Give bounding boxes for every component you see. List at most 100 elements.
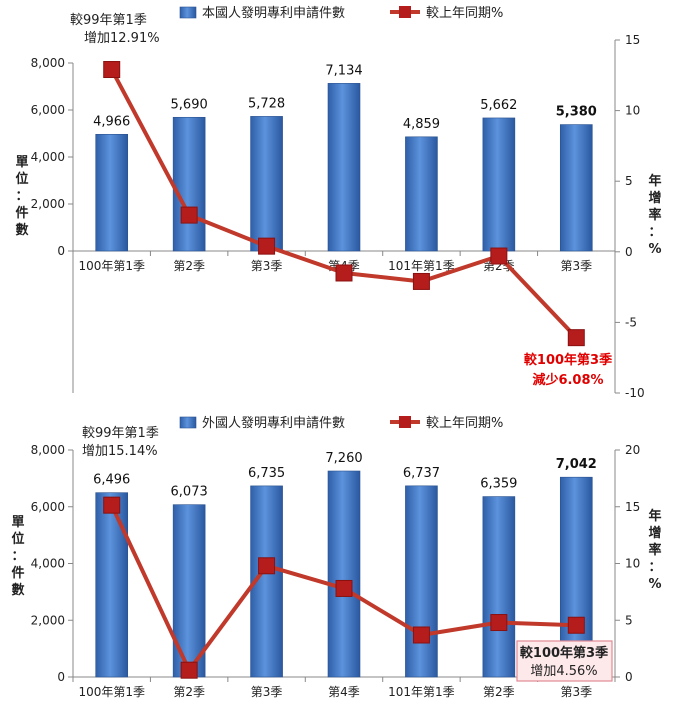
category-label: 第3季 <box>560 259 592 273</box>
right-tick-label: 15 <box>625 33 640 47</box>
bar-6 <box>482 496 516 678</box>
left-tick-label: 4,000 <box>31 150 65 164</box>
category-label: 第3季 <box>251 685 283 699</box>
category-label: 101年第1季 <box>388 685 455 699</box>
left-axis-title-char: 數 <box>11 582 24 598</box>
first-annotation-line1: 較99年第1季 <box>82 426 159 441</box>
left-tick-label: 2,000 <box>31 613 65 627</box>
right-tick-label: 20 <box>625 443 640 457</box>
growth-rate-marker-1 <box>103 61 121 79</box>
last-annotation-line2: 減少6.08% <box>532 372 603 388</box>
bar-1 <box>95 133 129 252</box>
category-label: 第2季 <box>483 685 515 699</box>
right-axis-title-char: 增 <box>648 525 661 541</box>
bar-value-label: 4,859 <box>403 117 440 132</box>
first-annotation-line2: 增加15.14% <box>82 444 158 459</box>
growth-rate-marker-2 <box>180 206 198 224</box>
category-label: 101年第1季 <box>388 259 455 273</box>
first-annotation-line2: 增加12.91% <box>84 31 160 46</box>
bar-4 <box>327 470 361 678</box>
bar-2 <box>172 116 206 252</box>
legend-line-marker <box>399 416 411 428</box>
legend-line-label: 較上年同期% <box>426 6 503 21</box>
category-label: 第3季 <box>251 259 283 273</box>
growth-rate-marker-4 <box>335 579 353 597</box>
bar-3 <box>250 116 283 252</box>
left-tick-label: 8,000 <box>31 56 65 70</box>
left-axis-title-char: 件 <box>11 565 24 581</box>
left-tick-label: 6,000 <box>31 500 65 514</box>
bar-value-label: 6,735 <box>248 466 285 481</box>
category-label: 100年第1季 <box>78 259 145 273</box>
right-axis-title-char: % <box>648 577 661 592</box>
bar-value-label: 6,737 <box>403 466 440 481</box>
category-label: 第2季 <box>173 685 205 699</box>
left-axis-title-char: 單 <box>15 155 28 170</box>
legend-bar-swatch <box>179 6 197 19</box>
legend-bar-label: 外國人發明專利申請件數 <box>202 416 345 431</box>
right-tick-label: -10 <box>625 386 645 400</box>
right-axis-title-char: 年 <box>648 173 661 189</box>
right-tick-label: 10 <box>625 557 640 571</box>
domestic-applications-chart: 0 2,000 4,000 6,000 8,000 15 10 5 0 -5 -10 4,966 5,6… <box>15 6 662 400</box>
growth-rate-marker-5 <box>412 626 430 644</box>
left-axis-title-char: ： <box>15 189 28 204</box>
foreign-applications-chart: 0 2,000 4,000 6,000 8,000 20 15 10 5 0 6,496 6,073 6… <box>11 416 662 699</box>
bar-6 <box>482 117 516 252</box>
right-tick-label: 10 <box>625 104 640 118</box>
growth-rate-marker-3 <box>258 557 276 575</box>
category-label: 100年第1季 <box>78 685 145 699</box>
legend-bar-swatch <box>179 416 197 429</box>
growth-rate-marker-7 <box>567 329 585 347</box>
left-axis-title-char: 位 <box>15 171 28 187</box>
bar-7 <box>559 124 593 252</box>
bar-value-label: 6,496 <box>93 473 130 488</box>
last-annotation-line1: 較100年第3季 <box>524 352 612 368</box>
legend-line-label: 較上年同期% <box>426 416 503 431</box>
left-axis-title-char: 件 <box>15 205 28 221</box>
growth-rate-marker-3 <box>258 237 276 255</box>
left-axis-title-char: 單 <box>11 515 24 530</box>
bar-5 <box>405 136 438 252</box>
left-axis-title-char: 數 <box>15 222 28 238</box>
last-annotation-line2: 增加4.56% <box>530 664 597 679</box>
legend-bar-label: 本國人發明專利申請件數 <box>202 6 345 21</box>
left-tick-label: 4,000 <box>31 557 65 571</box>
growth-rate-marker-5 <box>412 272 430 290</box>
bar-4 <box>327 83 361 252</box>
right-axis-title-char: % <box>648 242 661 257</box>
legend-line-marker <box>399 6 411 18</box>
category-label: 第2季 <box>173 259 205 273</box>
last-annotation-box <box>516 640 613 682</box>
right-tick-label: -5 <box>625 315 637 329</box>
bar-value-label: 7,134 <box>325 63 362 78</box>
bar-5 <box>405 485 438 678</box>
bar-value-label: 5,662 <box>480 98 517 113</box>
left-axis-title-char: ： <box>11 549 24 564</box>
growth-rate-marker-1 <box>103 496 121 514</box>
bar-value-label: 5,380 <box>556 105 597 120</box>
right-tick-label: 5 <box>625 174 633 188</box>
right-tick-label: 15 <box>625 500 640 514</box>
bar-value-label: 7,260 <box>325 451 362 466</box>
left-tick-label: 8,000 <box>31 443 65 457</box>
right-axis-title-char: 增 <box>648 190 661 206</box>
bar-value-label: 5,690 <box>171 97 208 112</box>
bar-value-label: 5,728 <box>248 96 285 111</box>
bar-value-label: 6,073 <box>171 485 208 500</box>
growth-rate-marker-6 <box>490 614 508 632</box>
growth-rate-marker-4 <box>335 264 353 282</box>
right-tick-label: 0 <box>625 245 633 259</box>
bar-value-label: 6,359 <box>480 477 517 492</box>
growth-rate-marker-7 <box>567 616 585 634</box>
bar-value-label: 7,042 <box>556 457 597 472</box>
bar-value-label: 4,966 <box>93 114 130 129</box>
right-tick-label: 5 <box>625 613 633 627</box>
left-tick-label: 6,000 <box>31 103 65 117</box>
left-tick-label: 0 <box>57 670 65 684</box>
bar-2 <box>172 504 206 678</box>
left-tick-label: 0 <box>57 244 65 258</box>
category-label: 第3季 <box>560 685 592 699</box>
